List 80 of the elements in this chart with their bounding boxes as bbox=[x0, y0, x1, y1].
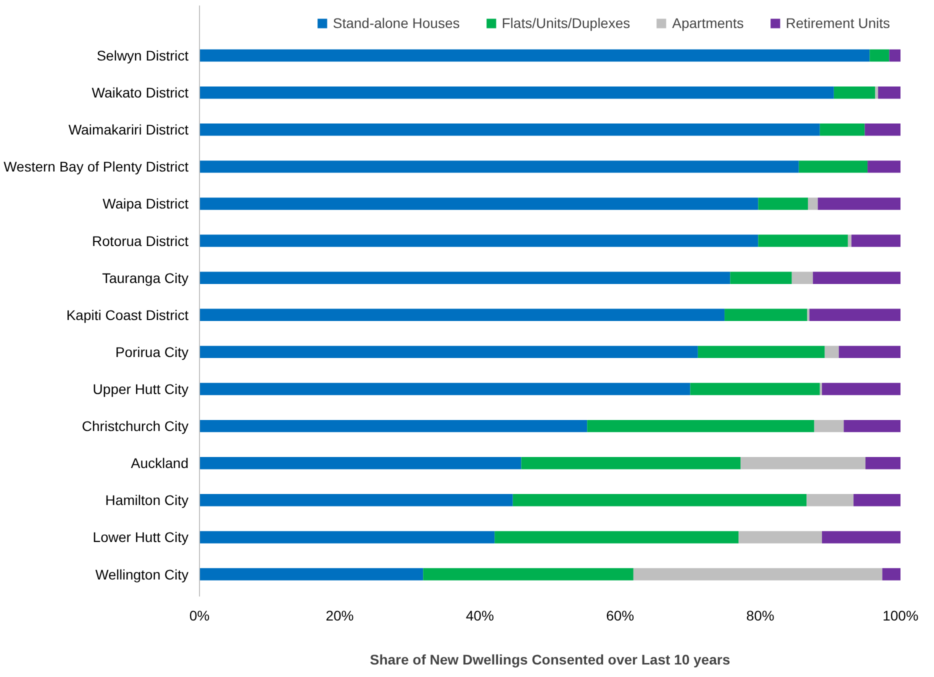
bar bbox=[738, 531, 822, 544]
bar bbox=[798, 160, 868, 173]
bar bbox=[889, 49, 900, 62]
bar bbox=[806, 494, 854, 506]
bar bbox=[200, 346, 698, 358]
y-tick-label: Waimakariri District bbox=[68, 122, 189, 138]
bar bbox=[200, 456, 522, 470]
bar bbox=[838, 346, 900, 358]
bar bbox=[834, 86, 876, 99]
y-tick-label: Christchurch City bbox=[82, 418, 189, 434]
bar bbox=[200, 531, 495, 544]
bar bbox=[200, 49, 870, 62]
bar bbox=[200, 234, 758, 247]
bar bbox=[633, 568, 882, 580]
bar bbox=[758, 234, 848, 247]
legend-label: Apartments bbox=[672, 15, 744, 31]
y-tick-label: Wellington City bbox=[95, 566, 189, 582]
bar bbox=[818, 198, 900, 210]
bar bbox=[820, 124, 865, 136]
bar bbox=[824, 346, 839, 358]
bar bbox=[698, 346, 825, 358]
y-tick-label: Western Bay of Plenty District bbox=[4, 158, 189, 175]
bar bbox=[848, 234, 852, 247]
bar bbox=[200, 420, 588, 432]
bar bbox=[200, 382, 690, 396]
bar bbox=[844, 420, 900, 432]
bar bbox=[200, 272, 730, 284]
bar bbox=[521, 456, 741, 470]
bar bbox=[822, 531, 900, 544]
bar bbox=[494, 531, 739, 544]
bar bbox=[200, 308, 725, 322]
bar bbox=[854, 494, 900, 506]
bar bbox=[730, 272, 792, 284]
bar bbox=[870, 49, 890, 62]
bar bbox=[814, 420, 844, 432]
legend-label: Flats/Units/Duplexes bbox=[502, 15, 630, 31]
x-tick-label: 20% bbox=[326, 608, 354, 624]
bar bbox=[792, 272, 813, 284]
bar bbox=[200, 494, 513, 506]
bar bbox=[423, 568, 634, 580]
bar bbox=[740, 456, 866, 470]
bar bbox=[690, 382, 820, 396]
bar bbox=[200, 124, 820, 136]
bar bbox=[865, 456, 900, 470]
y-tick-label: Tauranga City bbox=[102, 270, 189, 286]
y-tick-label: Upper Hutt City bbox=[92, 381, 189, 397]
bar bbox=[868, 160, 900, 173]
bar bbox=[724, 308, 808, 322]
y-tick-label: Waikato District bbox=[92, 84, 189, 101]
bar bbox=[200, 198, 758, 210]
y-tick-label: Rotorua District bbox=[92, 232, 189, 249]
bar bbox=[864, 124, 900, 136]
y-tick-label: Porirua City bbox=[115, 344, 189, 360]
bar bbox=[851, 234, 900, 247]
x-tick-label: 80% bbox=[746, 608, 774, 624]
y-tick-label: Kapiti Coast District bbox=[66, 306, 189, 323]
x-tick-label: 40% bbox=[466, 608, 494, 624]
legend-label: Stand-alone Houses bbox=[332, 15, 460, 31]
bar bbox=[878, 86, 900, 99]
x-tick-label: 100% bbox=[882, 608, 918, 624]
bar bbox=[200, 160, 799, 173]
x-tick-label: 60% bbox=[606, 608, 634, 624]
bar bbox=[200, 86, 834, 99]
bar bbox=[200, 568, 424, 580]
y-tick-label: Selwyn District bbox=[96, 48, 189, 64]
y-tick-label: Auckland bbox=[130, 455, 188, 472]
bar bbox=[882, 568, 900, 580]
y-tick-label: Waipa District bbox=[102, 196, 189, 212]
bar bbox=[512, 494, 807, 506]
bar bbox=[812, 272, 900, 284]
x-tick-label: 0% bbox=[189, 608, 210, 624]
x-axis-title: Share of New Dwellings Consented over Last 10 years bbox=[370, 652, 730, 668]
bar bbox=[758, 198, 808, 210]
legend-label: Retirement Units bbox=[786, 15, 890, 31]
y-tick-label: Hamilton City bbox=[105, 492, 189, 508]
bar bbox=[822, 382, 900, 396]
y-tick-label: Lower Hutt City bbox=[92, 529, 189, 546]
bar bbox=[587, 420, 814, 432]
bar bbox=[809, 308, 900, 322]
bar bbox=[808, 198, 818, 210]
